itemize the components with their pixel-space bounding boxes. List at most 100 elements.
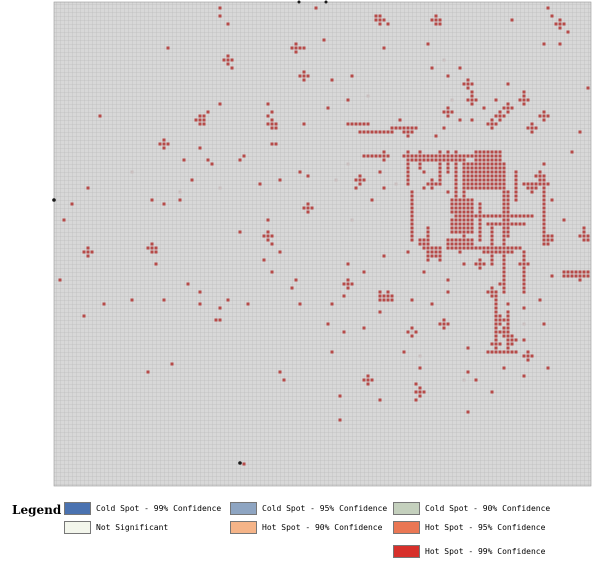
hot-spot-cell: [450, 210, 454, 214]
hot-spot-cell: [438, 254, 442, 258]
hot-spot-cell: [374, 154, 378, 158]
hot-spot-cell: [146, 246, 150, 250]
hot-spot-cell: [526, 350, 530, 354]
hot-spot-cell: [458, 198, 462, 202]
hot-spot-cell: [150, 242, 154, 246]
hot-spot-cell: [418, 394, 422, 398]
hot-spot-cell: [410, 210, 414, 214]
legend-item-hot-95: Hot Spot - 95% Confidence: [393, 519, 545, 535]
hot-spot-cell: [502, 218, 506, 222]
hot-spot-cell: [458, 206, 462, 210]
hot-spot-cell: [466, 202, 470, 206]
hot-spot-cell: [522, 258, 526, 262]
hot-spot-cell: [502, 286, 506, 290]
hot-spot-cell: [82, 250, 86, 254]
hot-spot-cell: [362, 326, 366, 330]
hot-spot-cell: [466, 410, 470, 414]
hot-spot-cell: [498, 314, 502, 318]
hot-spot-cell: [478, 226, 482, 230]
hot-spot-cell: [302, 70, 306, 74]
hot-spot-cell: [246, 302, 250, 306]
hot-spot-cell: [450, 202, 454, 206]
hot-spot-cell: [406, 330, 410, 334]
hot-spot-cell: [470, 238, 474, 242]
hot-spot-cell: [522, 286, 526, 290]
hot-spot-cell: [470, 170, 474, 174]
hot-spot-cell: [398, 118, 402, 122]
hot-spot-cell: [438, 22, 442, 26]
hot-spot-cell: [502, 238, 506, 242]
hot-spot-cell: [466, 174, 470, 178]
hot-spot-cell: [506, 250, 510, 254]
hot-spot-cell: [218, 186, 222, 190]
map-edge-marker: [238, 461, 242, 465]
hot-spot-cell: [506, 198, 510, 202]
hot-spot-cell: [510, 250, 514, 254]
hot-spot-cell: [454, 182, 458, 186]
hot-spot-cell: [402, 126, 406, 130]
hot-spot-cell: [418, 366, 422, 370]
hot-spot-cell: [486, 290, 490, 294]
hot-spot-cell: [330, 78, 334, 82]
hot-spot-cell: [522, 290, 526, 294]
hot-spot-cell: [486, 250, 490, 254]
hot-spot-cell: [570, 270, 574, 274]
hot-spot-cell: [390, 298, 394, 302]
hot-spot-cell: [466, 186, 470, 190]
hot-spot-cell: [450, 206, 454, 210]
hot-spot-cell: [498, 282, 502, 286]
hot-spot-cell: [490, 118, 494, 122]
hot-spot-cell: [550, 274, 554, 278]
hot-spot-cell: [458, 210, 462, 214]
hot-spot-cell: [498, 118, 502, 122]
hot-spot-cell: [102, 302, 106, 306]
hot-spot-cell: [458, 226, 462, 230]
hot-spot-cell: [434, 22, 438, 26]
hot-spot-cell: [554, 22, 558, 26]
hot-spot-cell: [410, 158, 414, 162]
hot-spot-cells: [58, 6, 590, 466]
hot-spot-cell: [462, 226, 466, 230]
hot-spot-cell: [290, 46, 294, 50]
hot-spot-cell: [530, 186, 534, 190]
legend-label: Cold Spot - 90% Confidence: [425, 503, 551, 513]
hot-spot-cell: [550, 238, 554, 242]
hot-spot-cell: [546, 242, 550, 246]
hot-spot-cell: [506, 210, 510, 214]
hot-spot-cell: [446, 166, 450, 170]
hot-spot-cell: [542, 110, 546, 114]
hot-spot-cell: [522, 354, 526, 358]
hot-spot-cell: [278, 178, 282, 182]
hot-spot-cell: [454, 206, 458, 210]
hot-spot-cell: [422, 238, 426, 242]
hot-spot-cell: [546, 182, 550, 186]
hot-spot-cell: [454, 198, 458, 202]
hot-spot-cell: [502, 186, 506, 190]
hot-spot-cell: [430, 158, 434, 162]
hot-spot-cell: [362, 178, 366, 182]
hot-spot-cell: [378, 18, 382, 22]
hot-spot-cell: [382, 254, 386, 258]
hot-spot-cell: [190, 178, 194, 182]
hot-spot-cell: [322, 38, 326, 42]
hot-spot-cell: [446, 322, 450, 326]
hot-spot-cell: [486, 182, 490, 186]
hot-spot-cell: [458, 202, 462, 206]
hot-spot-cell: [514, 194, 518, 198]
hot-spot-cell: [490, 230, 494, 234]
hot-spot-cell: [478, 266, 482, 270]
hot-spot-cell: [406, 134, 410, 138]
hot-spot-cell: [266, 230, 270, 234]
hot-spot-cell: [418, 158, 422, 162]
hot-spot-cell: [478, 202, 482, 206]
hot-spot-cell: [446, 162, 450, 166]
hot-spot-cell: [494, 298, 498, 302]
hot-spot-cell: [90, 250, 94, 254]
hot-spot-cell: [406, 130, 410, 134]
hot-spot-cell: [402, 130, 406, 134]
hot-spot-cell: [422, 390, 426, 394]
hot-spot-cell: [430, 66, 434, 70]
hot-spot-cell: [494, 334, 498, 338]
hot-spot-cell: [514, 190, 518, 194]
hot-spot-cell: [510, 222, 514, 226]
